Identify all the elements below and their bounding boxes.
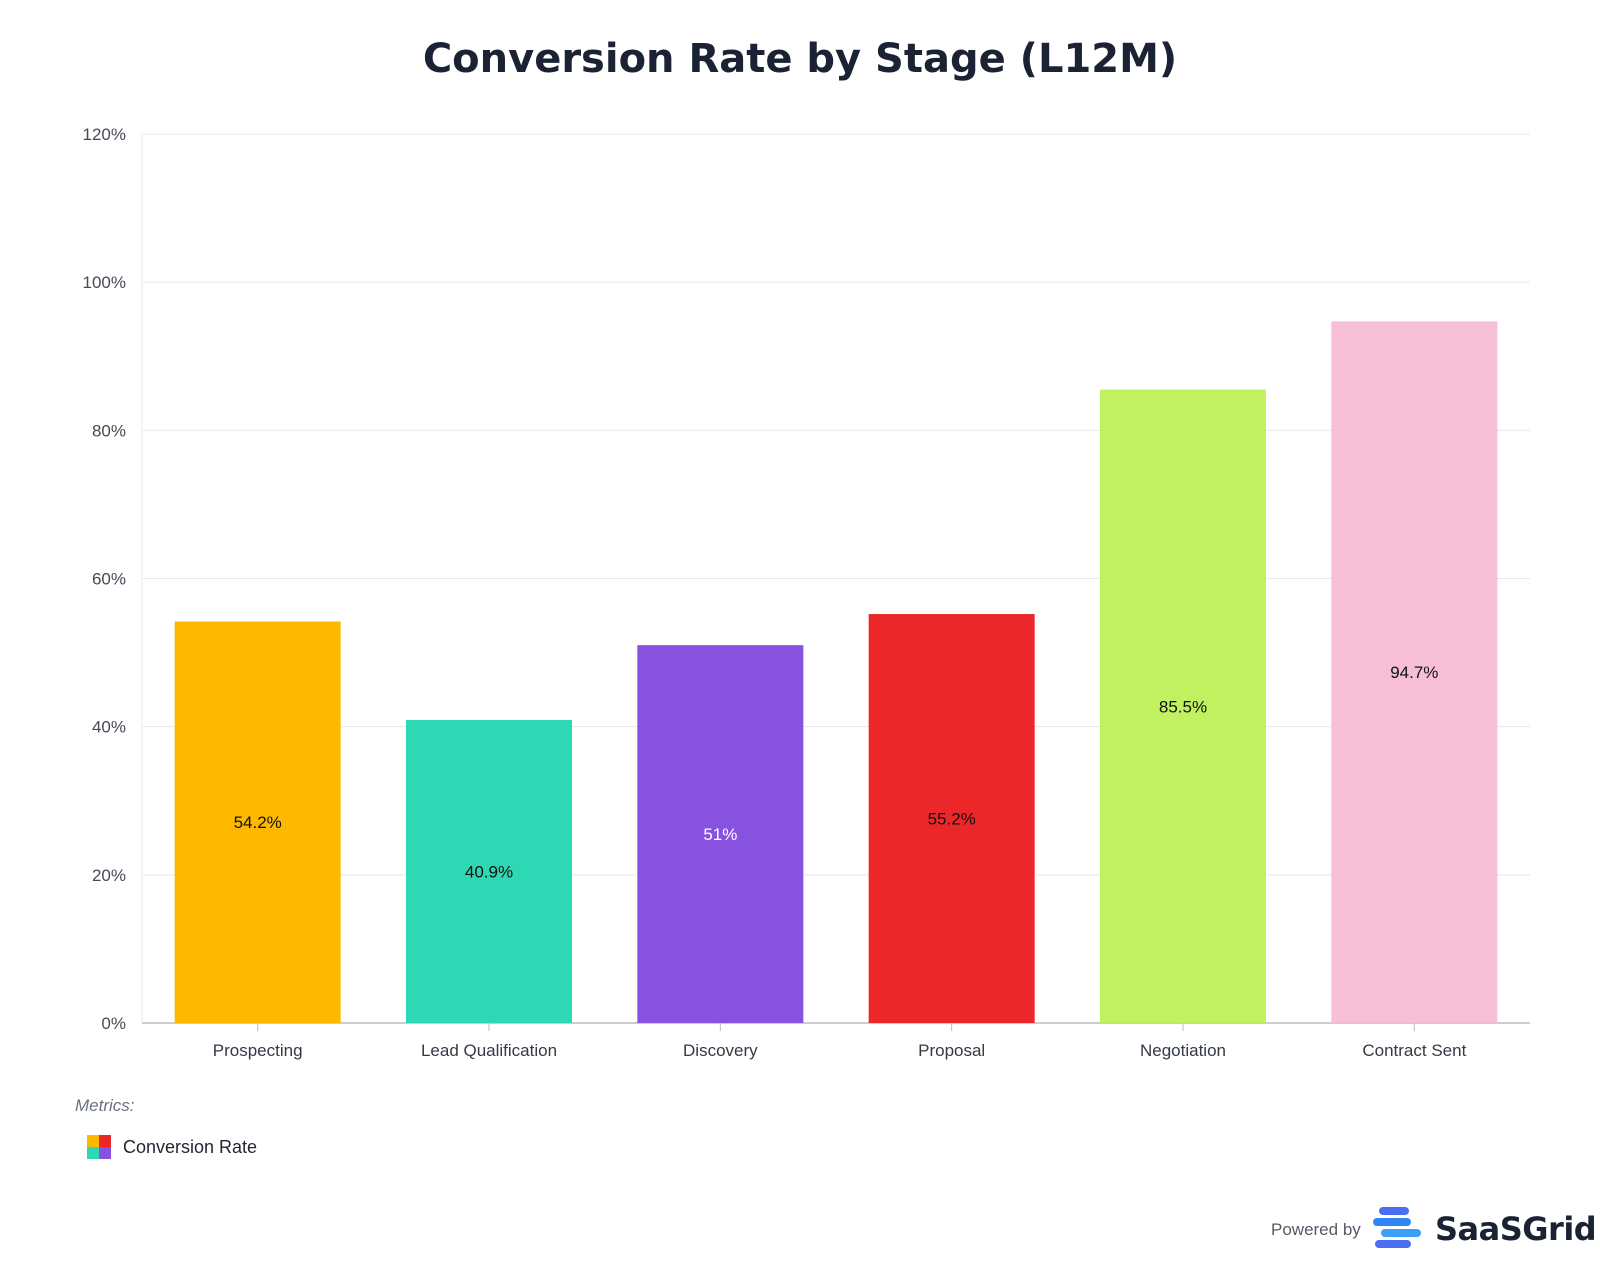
y-tick-label: 80%	[92, 421, 126, 440]
legend-swatch-icon	[87, 1135, 111, 1159]
chart-title: Conversion Rate by Stage (L12M)	[423, 36, 1177, 82]
bar-proposal[interactable]	[868, 614, 1035, 1023]
powered-by-text: Powered by	[1271, 1220, 1361, 1239]
bar-lead-qualification[interactable]	[406, 719, 572, 1023]
data-label: 55.2%	[928, 810, 976, 829]
x-tick-label: Negotiation	[1140, 1041, 1226, 1060]
data-label: 94.7%	[1390, 663, 1438, 682]
brand-name: SaaSGrid	[1435, 1210, 1597, 1248]
x-tick-label: Lead Qualification	[421, 1041, 557, 1060]
x-tick-label: Contract Sent	[1362, 1041, 1466, 1060]
legend-item-conversion-rate: Conversion Rate	[123, 1136, 258, 1157]
axes: 0% 20% 40% 60% 80% 100% 120% Prospecting Lead Qu…	[83, 125, 1530, 1060]
gridlines	[142, 133, 1530, 876]
saasgrid-logo-icon	[1373, 1205, 1427, 1253]
bar-negotiation[interactable]	[1100, 389, 1266, 1023]
data-label: 54.2%	[234, 813, 282, 832]
y-tick-label: 60%	[92, 570, 126, 589]
y-tick-label: 0%	[101, 1014, 126, 1033]
x-tick-label: Discovery	[683, 1041, 758, 1060]
legend[interactable]: Conversion Rate	[87, 1135, 257, 1159]
bars: 54.2% 40.9% 51% 55.2% 85.5% 94.7%	[174, 321, 1498, 1023]
y-tick-label: 20%	[92, 866, 126, 885]
bar-prospecting[interactable]	[174, 621, 341, 1023]
data-label: 51%	[703, 825, 737, 844]
y-tick-label: 100%	[83, 273, 126, 292]
data-label: 40.9%	[465, 862, 513, 881]
saasgrid-logo[interactable]: SaaSGrid	[1373, 1205, 1597, 1253]
x-tick-label: Prospecting	[213, 1041, 303, 1060]
y-tick-label: 40%	[92, 718, 126, 737]
bar-contract-sent[interactable]	[1331, 321, 1498, 1023]
data-label: 85.5%	[1159, 697, 1207, 716]
y-tick-label: 120%	[83, 125, 126, 144]
x-tick-label: Proposal	[918, 1041, 985, 1060]
legend-heading: Metrics:	[75, 1096, 135, 1115]
bar-discovery[interactable]	[637, 645, 804, 1023]
